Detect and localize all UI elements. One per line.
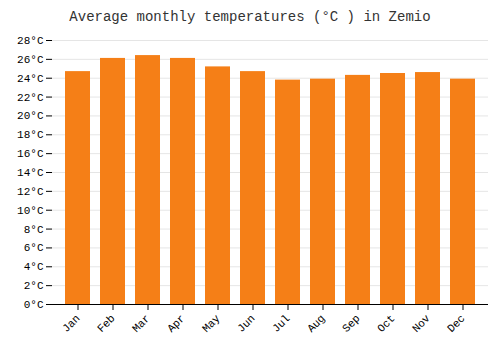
html-text:Average monthly temperatures (: Average monthly temperatures (°C ) in Ze…	[69, 9, 431, 25]
svg-text:Aug: Aug	[305, 312, 327, 334]
svg-text:Mar: Mar	[130, 312, 152, 334]
svg-text:14°C: 14°C	[17, 167, 44, 179]
svg-text:Oct: Oct	[375, 312, 397, 334]
svg-text:0°C: 0°C	[24, 299, 44, 311]
svg-text:May: May	[200, 312, 223, 335]
svg-text:Dec: Dec	[445, 312, 467, 334]
svg-text:Jan: Jan	[60, 312, 82, 334]
svg-text:4°C: 4°C	[24, 261, 44, 273]
svg-text:Feb: Feb	[95, 312, 117, 334]
svg-text:Nov: Nov	[410, 312, 433, 335]
svg-text:22°C: 22°C	[17, 92, 44, 104]
svg-text:18°C: 18°C	[17, 129, 44, 141]
svg-text:Apr: Apr	[165, 312, 187, 334]
svg-text:Jul: Jul	[270, 312, 292, 334]
svg-text:26°C: 26°C	[17, 54, 44, 66]
svg-text:16°C: 16°C	[17, 148, 44, 160]
svg-text:Jun: Jun	[235, 312, 257, 334]
svg-text:20°C: 20°C	[17, 110, 44, 122]
svg-text:2°C: 2°C	[24, 280, 44, 292]
svg-text:8°C: 8°C	[24, 224, 44, 236]
svg-text:28°C: 28°C	[17, 35, 44, 47]
svg-text:10°C: 10°C	[17, 205, 44, 217]
svg-text:6°C: 6°C	[24, 242, 44, 254]
svg-text:12°C: 12°C	[17, 186, 44, 198]
svg-text:Sep: Sep	[340, 312, 362, 334]
svg-text:24°C: 24°C	[17, 73, 44, 85]
